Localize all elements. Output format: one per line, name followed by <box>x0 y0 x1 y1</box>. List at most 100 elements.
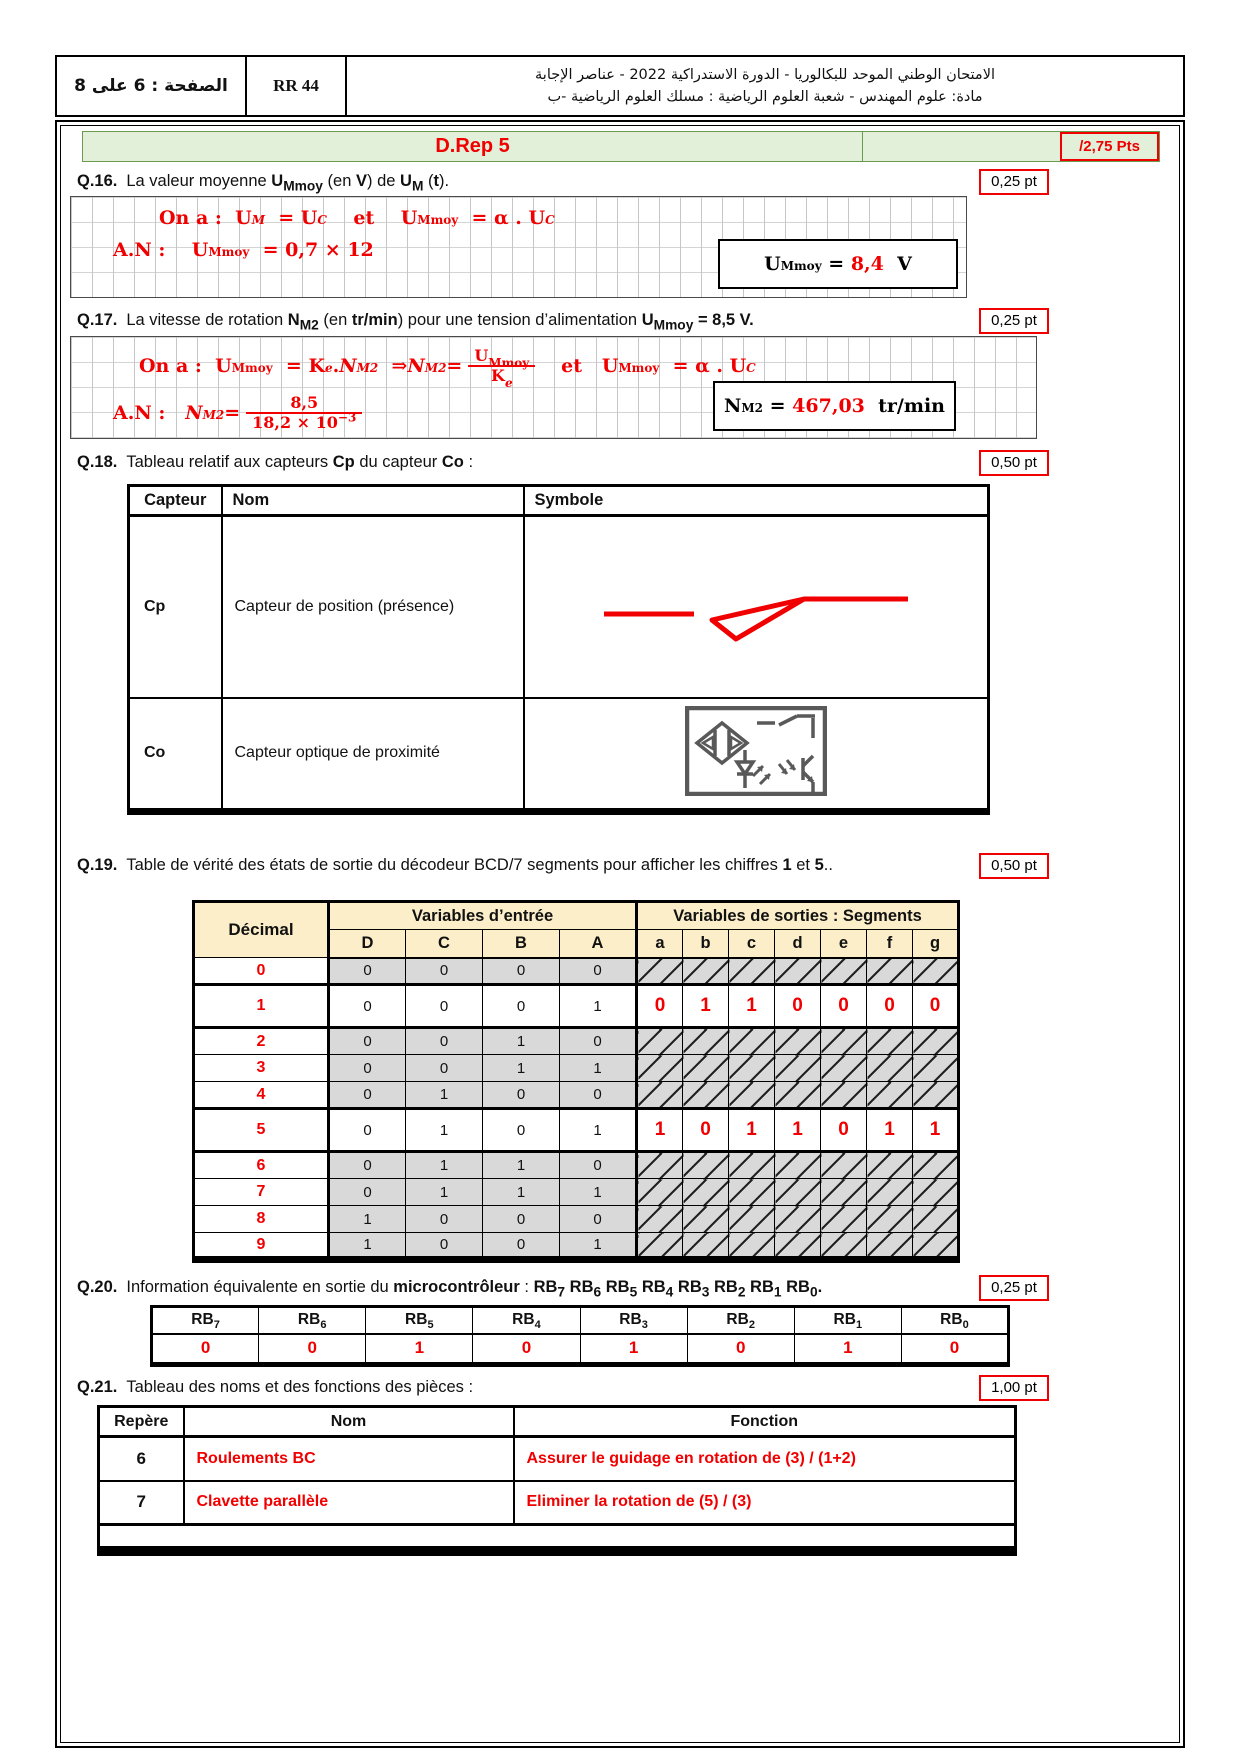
rb-value-cell: 0 <box>258 1333 367 1365</box>
parts-header-row: Repère Nom Fonction <box>97 1405 1017 1438</box>
section-banner: D.Rep 5 /2,75 Pts <box>82 131 1160 162</box>
truth-cell-input: 1 <box>405 1081 483 1109</box>
part-fonction-cell: Assurer le guidage en rotation de (3) / … <box>512 1435 1017 1482</box>
truth-cell-output: 0 <box>820 983 867 1029</box>
sensor-row-co: Co Capteur optique de proximité <box>127 696 990 813</box>
exam-code-cell: RR 44 <box>247 57 347 115</box>
truth-cell-hatched <box>774 1151 821 1179</box>
truth-cell-decimal: 1 <box>193 983 330 1029</box>
rb-value-cell: 0 <box>900 1333 1010 1365</box>
truth-cell-input: 1 <box>559 1232 638 1260</box>
truth-cell-hatched <box>774 1232 821 1260</box>
truth-cell-output: 0 <box>866 983 913 1029</box>
parts-table: Repère Nom Fonction 6 Roulements BC Assure… <box>97 1405 1017 1556</box>
truth-cell-input: 0 <box>482 1232 560 1260</box>
truth-cell-input: 1 <box>559 1178 638 1206</box>
question-18-text: Tableau relatif aux capteurs Cp du capte… <box>126 453 474 471</box>
parts-row-empty <box>97 1523 1017 1552</box>
truth-cell-input: 0 <box>328 1081 406 1109</box>
truth-table-head: Décimal Variables d’entrée Variables de so… <box>193 901 959 959</box>
question-16-label: Q.16. <box>77 172 118 190</box>
truth-header-input-C: C <box>405 929 483 959</box>
exam-title-cell: الامتحان الوطني الموحد للبكالوريا - الدو… <box>347 57 1183 115</box>
truth-cell-input: 0 <box>482 1205 560 1233</box>
question-19-points-box: 0,50 pt <box>979 852 1049 879</box>
parts-row-7: 7 Clavette parallèle Eliminer la rotation … <box>97 1479 1017 1526</box>
truth-cell-input: 0 <box>405 1232 483 1260</box>
truth-cell-input: 1 <box>405 1107 483 1153</box>
truth-cell-hatched <box>682 1027 729 1055</box>
exam-title-line1: الامتحان الوطني الموحد للبكالوريا - الدو… <box>535 66 995 83</box>
limit-switch-icon <box>596 596 916 648</box>
truth-cell-input: 0 <box>559 1151 638 1179</box>
question-20-row: Q.20. Information équivalente en sortie … <box>77 1274 1163 1301</box>
sensor-co-id: Co <box>127 696 223 813</box>
truth-cell-input: 0 <box>559 1081 638 1109</box>
truth-cell-decimal: 7 <box>193 1178 330 1206</box>
rb-value-cell: 0 <box>686 1333 795 1365</box>
truth-cell-hatched <box>820 1205 867 1233</box>
truth-cell-decimal: 2 <box>193 1027 330 1055</box>
truth-cell-input: 1 <box>328 1232 406 1260</box>
truth-cell-input: 1 <box>559 983 638 1029</box>
question-20-text: Information équivalente en sortie du mic… <box>126 1278 823 1300</box>
truth-cell-hatched <box>774 1178 821 1206</box>
truth-cell-hatched <box>636 1081 683 1109</box>
parts-header-nom: Nom <box>182 1405 515 1438</box>
sensors-table: Capteur Nom Symbole Cp Capteur de positi… <box>127 484 990 815</box>
question-21-row: Q.21. Tableau des noms et des fonctions … <box>77 1374 1163 1401</box>
truth-cell-hatched <box>636 1178 683 1206</box>
truth-cell-input: 1 <box>559 1054 638 1082</box>
truth-cell-decimal: 3 <box>193 1054 330 1082</box>
parts-table-body: 6 Roulements BC Assurer le guidage en rota… <box>97 1435 1017 1552</box>
parts-header-fonction: Fonction <box>512 1405 1017 1438</box>
part-fonction-cell: Eliminer la rotation de (5) / (3) <box>512 1479 1017 1526</box>
truth-cell-output: 0 <box>774 983 821 1029</box>
truth-cell-hatched <box>912 1151 959 1179</box>
sensors-header-symbole: Symbole <box>522 484 990 517</box>
question-18-points-box: 0,50 pt <box>979 449 1049 476</box>
doc-header: الصفحة : 6 على 8 RR 44 الامتحان الوطني ا… <box>55 55 1185 117</box>
rb-header-cell: RB0 <box>900 1306 1010 1335</box>
truth-cell-input: 1 <box>328 1205 406 1233</box>
truth-cell-hatched <box>774 1054 821 1082</box>
truth-cell-output: 1 <box>682 983 729 1029</box>
truth-cell-input: 0 <box>328 1107 406 1153</box>
truth-cell-hatched <box>636 957 683 985</box>
question-20-points-box: 0,25 pt <box>979 1274 1049 1301</box>
rb-header-cell: RB5 <box>365 1306 474 1335</box>
optical-proximity-sensor-icon <box>684 705 827 800</box>
truth-cell-hatched <box>866 957 913 985</box>
truth-cell-output: 1 <box>728 983 775 1029</box>
truth-cell-output: 0 <box>912 983 959 1029</box>
truth-cell-input: 0 <box>328 957 406 985</box>
q16-answer-box: U Mmoy = 8,4 V <box>718 239 958 289</box>
truth-header-output-g: g <box>912 929 959 959</box>
truth-cell-input: 0 <box>405 1027 483 1055</box>
truth-cell-output: 0 <box>820 1107 867 1153</box>
truth-cell-hatched <box>682 1054 729 1082</box>
truth-cell-input: 1 <box>405 1178 483 1206</box>
sensor-co-symbol-cell <box>522 696 990 813</box>
question-21-label: Q.21. <box>77 1378 118 1396</box>
truth-cell-hatched <box>866 1054 913 1082</box>
truth-header-output-d: d <box>774 929 821 959</box>
truth-cell-hatched <box>682 1232 729 1260</box>
truth-cell-decimal: 5 <box>193 1107 330 1153</box>
truth-cell-hatched <box>820 1232 867 1260</box>
truth-cell-hatched <box>820 1027 867 1055</box>
truth-cell-hatched <box>728 1081 775 1109</box>
truth-cell-hatched <box>636 1027 683 1055</box>
part-nom-cell: Roulements BC <box>182 1435 515 1482</box>
sensor-cp-name: Capteur de position (présence) <box>220 514 525 699</box>
truth-header-input-D: D <box>328 929 406 959</box>
question-17-points-box: 0,25 pt <box>979 307 1049 334</box>
